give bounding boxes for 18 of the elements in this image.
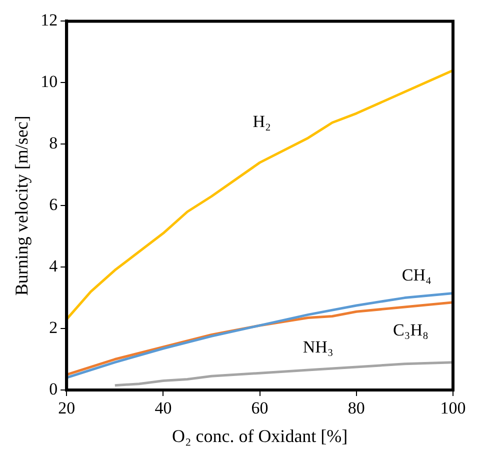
y-tick-label: 10 [40, 72, 58, 92]
y-tick-label: 4 [49, 256, 58, 276]
x-tick-label: 20 [58, 398, 76, 418]
x-tick-label: 40 [154, 398, 172, 418]
x-tick-label: 80 [348, 398, 365, 418]
series-label: H₂ [252, 112, 271, 132]
x-tick-label: 60 [251, 398, 268, 418]
series-label: NH₃ [302, 337, 334, 356]
series-label: CH₄ [402, 265, 432, 284]
y-axis-title: Burning velocity [m/sec] [12, 116, 32, 296]
x-axis-title: O₂ conc. of Oxidant [%] [172, 426, 348, 446]
x-tick-label: 100 [440, 398, 466, 418]
y-tick-label: 6 [49, 195, 58, 214]
y-tick-label: 8 [49, 134, 58, 153]
y-tick-label: 12 [40, 10, 58, 30]
y-tick-label: 2 [49, 318, 58, 337]
series-label: C₃H₈ [392, 320, 428, 340]
y-tick-label: 0 [49, 379, 58, 398]
